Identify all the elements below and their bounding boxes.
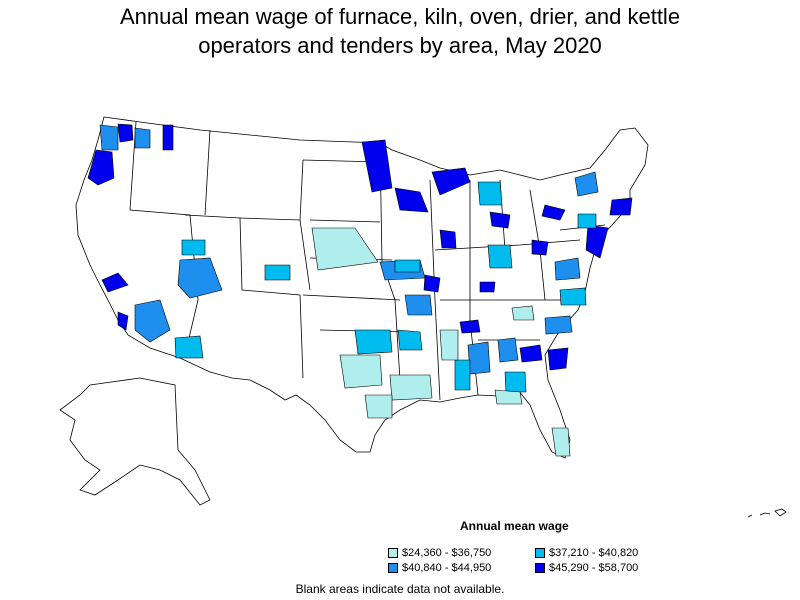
area-maine-vermont: [574, 171, 599, 197]
area-ny-central: [577, 213, 597, 229]
area-e-washington: [134, 127, 151, 149]
area-georgia-atlanta: [497, 337, 519, 363]
area-texas-east: [364, 394, 393, 419]
alaska-outline: [59, 377, 211, 506]
area-ohio-central: [531, 239, 549, 256]
legend-label: $37,210 - $40,820: [549, 547, 639, 559]
legend-label: $45,290 - $58,700: [549, 562, 639, 574]
area-alabama: [467, 341, 491, 375]
area-georgia-south: [504, 371, 527, 393]
us-choropleth-map: [59, 116, 787, 518]
area-nyc-nj: [585, 224, 609, 259]
area-arkansas: [354, 329, 393, 355]
area-n-wisconsin: [394, 187, 429, 213]
area-michigan-lower: [477, 181, 503, 206]
area-kentucky: [479, 281, 496, 293]
area-missouri-south: [404, 294, 433, 316]
area-indiana: [487, 244, 513, 269]
area-boston-ma: [609, 197, 633, 216]
area-florida-south: [551, 427, 571, 457]
region-divider: [204, 129, 311, 291]
area-phoenix-az: [134, 299, 171, 343]
legend-label: $40,840 - $44,950: [402, 562, 492, 574]
hawaii-islands: [747, 508, 787, 518]
area-virginia: [559, 287, 587, 306]
area-nebraska-east: [394, 259, 421, 273]
legend-title: Annual mean wage: [460, 519, 569, 533]
area-st-louis-mo: [423, 274, 441, 293]
area-w-oregon: [99, 124, 119, 151]
legend-item-bin-1: $24,360 - $36,750: [388, 547, 491, 559]
legend-swatch: [535, 563, 545, 573]
legend-swatch: [535, 548, 545, 558]
areas-bin-4: [87, 123, 633, 371]
area-s-arizona: [174, 335, 204, 359]
area-seattle-wa: [117, 123, 134, 143]
area-pennsylvania: [554, 257, 581, 281]
area-colorado-west: [264, 264, 291, 281]
no-data-note: Blank areas indicate data not available.: [295, 582, 505, 596]
map-title: Annual mean wage of furnace, kiln, oven,…: [0, 2, 800, 60]
legend-swatch: [388, 548, 398, 558]
legend-item-bin-2: $37,210 - $40,820: [535, 547, 638, 559]
legend-item-bin-3: $40,840 - $44,950: [388, 562, 491, 574]
area-texas-northeast: [339, 354, 383, 389]
area-detroit-mi: [489, 211, 511, 229]
map-title-line-2: operators and tenders by area, May 2020: [198, 33, 602, 58]
area-florida-panhandle: [494, 389, 523, 405]
area-chicago-il: [439, 229, 457, 249]
area-sc-charleston: [547, 347, 569, 371]
area-ga-augusta: [519, 344, 543, 363]
areas-bin-1: [311, 227, 571, 457]
area-oklahoma-east: [397, 329, 423, 351]
area-tennessee: [459, 319, 481, 334]
legend-swatch: [388, 563, 398, 573]
area-la-ca: [117, 311, 129, 331]
area-buffalo-ny: [541, 204, 566, 221]
area-kentucky-east: [511, 305, 535, 321]
legend-item-bin-4: $45,290 - $58,700: [535, 562, 638, 574]
area-sf-bay-ca: [101, 272, 129, 293]
region-divider: [184, 214, 304, 379]
area-tennessee-west: [439, 329, 459, 361]
area-w-kansas: [311, 227, 379, 271]
area-portland-or: [87, 149, 115, 186]
area-n-idaho: [162, 124, 174, 151]
area-n-minnesota: [361, 139, 393, 193]
areas-bin-2: [174, 181, 597, 393]
area-idaho-boise: [181, 239, 206, 256]
area-n-carolina: [544, 315, 573, 335]
area-louisiana: [389, 374, 433, 401]
legend-label: $24,360 - $36,750: [402, 547, 492, 559]
area-michigan-up: [431, 167, 471, 196]
area-central-utah: [177, 257, 223, 299]
area-mississippi: [454, 359, 471, 391]
map-title-line-1: Annual mean wage of furnace, kiln, oven,…: [119, 4, 681, 29]
